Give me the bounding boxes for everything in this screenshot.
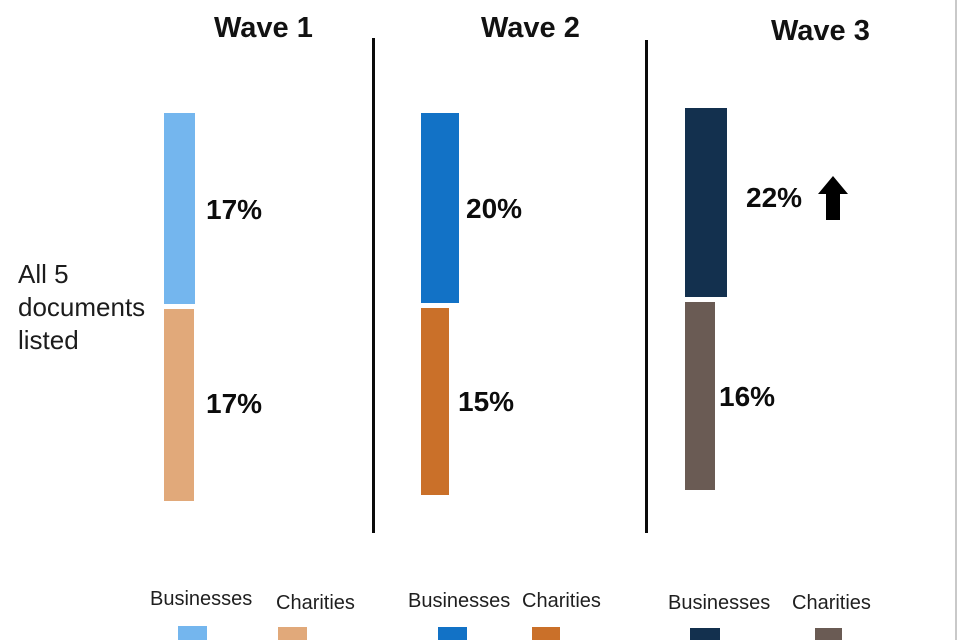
bar-wave3-charities — [685, 302, 715, 490]
legend-label-wave3-charities: Charities — [792, 592, 871, 614]
bar-wave2-businesses — [421, 113, 459, 303]
panel-title-wave3: Wave 3 — [771, 15, 870, 47]
panel-title-wave1: Wave 1 — [214, 12, 313, 44]
panel-title-wave2: Wave 2 — [481, 12, 580, 44]
legend-swatch-wave3-charities — [815, 628, 842, 640]
panel-divider-1 — [372, 38, 375, 533]
legend-label-wave2-businesses: Businesses — [408, 590, 511, 612]
legend-label-wave2-charities: Charities — [522, 590, 601, 612]
value-label-wave1-businesses: 17% — [206, 194, 263, 225]
bar-wave1-charities — [164, 309, 194, 501]
legend-swatch-wave2-charities — [532, 627, 560, 640]
bar-wave2-charities — [421, 308, 449, 495]
bar-wave3-businesses — [685, 108, 727, 297]
legend-label-wave1-businesses: Businesses — [150, 588, 253, 610]
legend-swatch-wave1-charities — [278, 627, 307, 640]
legend-label-wave3-businesses: Businesses — [668, 592, 771, 614]
value-label-wave2-businesses: 20% — [466, 193, 523, 224]
legend-label-wave1-charities: Charities — [276, 592, 355, 614]
row-label: All 5 documents listed — [18, 259, 146, 355]
legend-swatch-wave2-businesses — [438, 627, 467, 640]
value-label-wave3-businesses: 22% — [746, 182, 803, 213]
value-label-wave3-charities: 16% — [719, 381, 776, 412]
increase-arrow-icon — [818, 176, 848, 220]
legend-swatch-wave1-businesses — [178, 626, 207, 640]
panel-divider-2 — [645, 40, 648, 533]
value-label-wave1-charities: 17% — [206, 388, 263, 419]
bar-wave1-businesses — [164, 113, 195, 304]
slide-edge-line — [955, 0, 957, 640]
value-label-wave2-charities: 15% — [458, 386, 515, 417]
legend-swatch-wave3-businesses — [690, 628, 720, 640]
